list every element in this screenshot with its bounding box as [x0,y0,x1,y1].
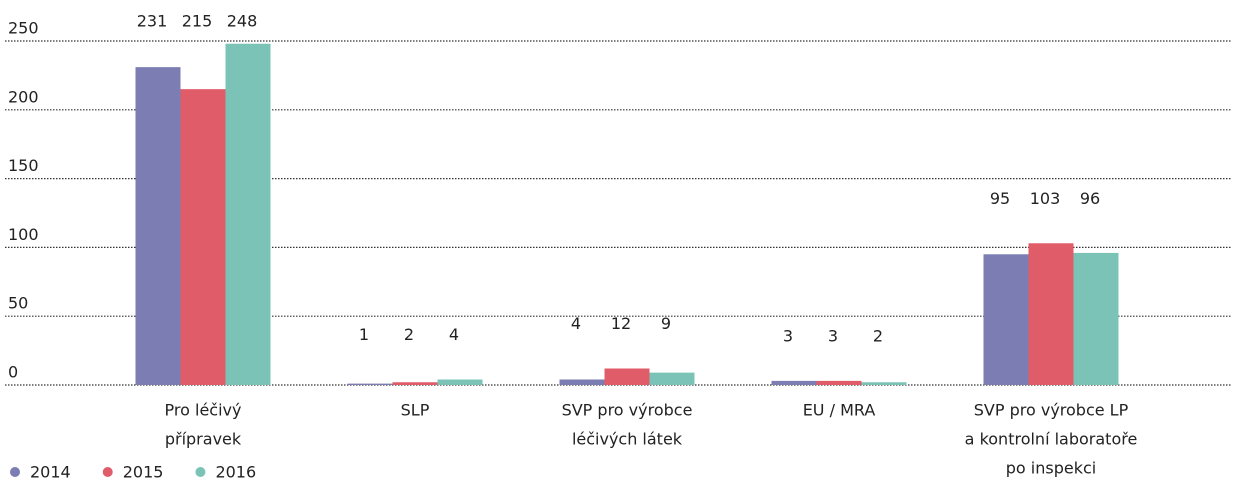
bar [771,380,817,385]
bar [225,43,271,385]
bar [861,382,907,385]
value-label: 4 [449,325,459,344]
value-label: 96 [1080,189,1100,208]
x-tick-label: SVP pro výrobce [562,401,693,420]
bar [816,380,862,385]
legend-label: 2016 [215,463,256,482]
x-tick-label: SLP [401,401,430,420]
value-label: 1 [359,325,369,344]
bar [180,89,226,385]
legend-marker [10,467,20,477]
value-label: 9 [661,314,671,333]
bar [135,67,181,386]
value-label: 4 [571,314,581,333]
legend-marker [102,467,113,477]
bar [1028,243,1074,385]
bar [604,368,650,385]
bar [559,379,605,385]
y-tick-label: 50 [8,294,28,313]
value-label: 95 [990,189,1010,208]
value-label: 3 [828,326,838,345]
bar [437,379,483,385]
x-tick-label: po inspekci [1006,459,1096,478]
value-label: 3 [783,326,793,345]
y-tick-label: 100 [8,225,39,244]
y-tick-label: 150 [8,156,39,175]
bar [649,372,695,385]
bar [392,382,438,385]
value-label: 2 [873,326,883,345]
legend-label: 2015 [123,463,164,482]
x-tick-label: přípravek [165,430,242,449]
x-tick-label: SVP pro výrobce LP [974,401,1129,420]
value-label: 103 [1030,189,1061,208]
bar [983,254,1029,385]
x-tick-label: léčivých látek [572,430,683,449]
value-label: 12 [611,314,631,333]
value-label: 215 [182,12,213,31]
x-tick-label: Pro léčivý [165,401,242,420]
value-label: 248 [227,12,258,31]
legend-marker [195,467,206,477]
y-tick-label: 200 [8,87,39,106]
bar [1073,252,1119,385]
y-tick-label: 250 [8,19,39,38]
bar [347,383,393,385]
x-tick-label: EU / MRA [803,401,876,420]
y-tick-label: 0 [8,363,18,382]
legend-label: 2014 [30,463,71,482]
value-label: 2 [404,325,414,344]
x-tick-label: a kontrolní laboratoře [965,430,1138,449]
value-label: 231 [137,12,168,31]
